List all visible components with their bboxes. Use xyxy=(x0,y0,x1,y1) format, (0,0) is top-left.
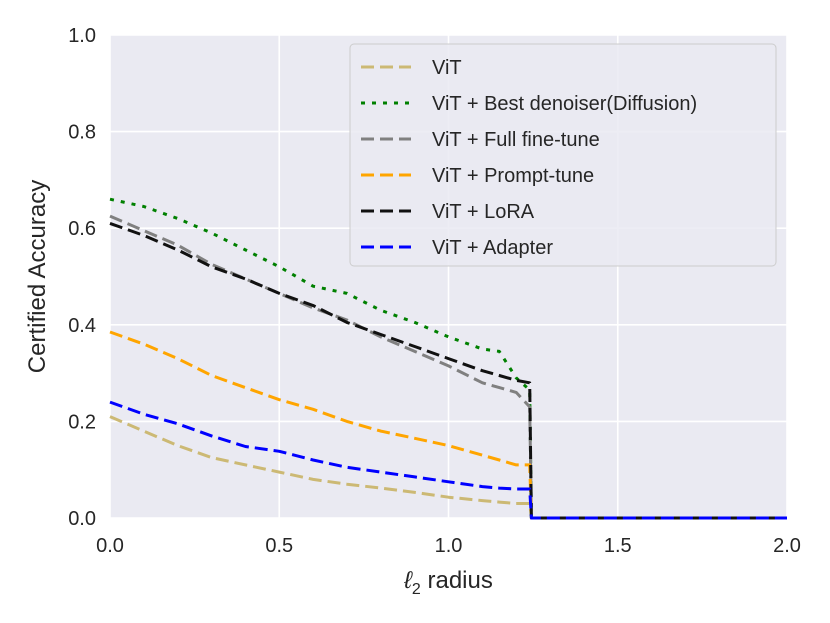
y-tick-label: 1.0 xyxy=(68,25,96,47)
legend-label-5: ViT + Adapter xyxy=(432,237,553,259)
x-axis-title: ℓ2 radius xyxy=(403,567,493,598)
legend: ViT ViT + Best denoiser(Diffusion) ViT + F… xyxy=(349,43,777,267)
series-line-5 xyxy=(109,400,787,520)
legend-box xyxy=(349,43,777,267)
legend-label-3: ViT + Prompt-tune xyxy=(432,165,594,187)
y-tick-label: 0.4 xyxy=(68,315,96,337)
x-axis-title-suffix: radius xyxy=(421,567,493,594)
x-tick-label: 2.0 xyxy=(773,535,801,557)
legend-label-2: ViT + Full fine-tune xyxy=(432,129,600,151)
legend-label-4: ViT + LoRA xyxy=(432,201,535,223)
series-line-0 xyxy=(109,415,787,520)
y-tick-label: 0.0 xyxy=(68,508,96,530)
series-line-3 xyxy=(109,330,787,520)
y-axis-title: Certified Accuracy xyxy=(24,180,51,373)
series-line-4 xyxy=(109,221,787,520)
x-axis-title-subscript: 2 xyxy=(412,581,421,598)
series-lines xyxy=(109,197,787,520)
y-tick-label: 0.2 xyxy=(68,411,96,433)
legend-label-1: ViT + Best denoiser(Diffusion) xyxy=(432,93,697,115)
y-tick-labels: 0.0 0.2 0.4 0.6 0.8 1.0 xyxy=(68,25,96,530)
x-tick-labels: 0.0 0.5 1.0 1.5 2.0 xyxy=(96,535,801,557)
x-tick-label: 1.0 xyxy=(435,535,463,557)
x-tick-label: 1.5 xyxy=(604,535,632,557)
series-line-2 xyxy=(109,214,787,520)
legend-label-0: ViT xyxy=(432,57,462,79)
y-tick-label: 0.6 xyxy=(68,218,96,240)
x-tick-label: 0.0 xyxy=(96,535,124,557)
x-tick-label: 0.5 xyxy=(265,535,293,557)
y-tick-label: 0.8 xyxy=(68,122,96,144)
x-axis-title-symbol: ℓ xyxy=(403,567,413,594)
